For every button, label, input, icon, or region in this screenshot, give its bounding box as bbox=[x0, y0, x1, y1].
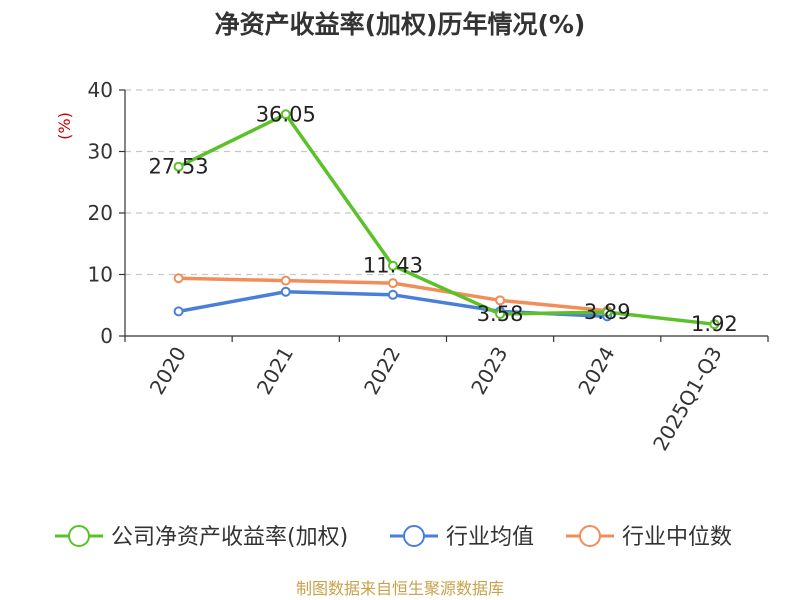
y-tick-label: 0 bbox=[100, 324, 113, 348]
y-tick-label: 40 bbox=[88, 78, 113, 102]
x-tick-labels: 2020 2021 2022 2023 2024 2025Q1-Q3 bbox=[145, 343, 727, 455]
data-label: 36.05 bbox=[256, 102, 316, 126]
data-labels-group: 27.53 36.05 11.43 3.58 3.89 1.92 bbox=[149, 102, 738, 336]
data-point bbox=[495, 295, 506, 306]
data-point bbox=[280, 286, 291, 297]
x-tick-label: 2022 bbox=[359, 343, 405, 399]
x-tick-label: 2020 bbox=[145, 343, 191, 399]
chart-title: 净资产收益率(加权)历年情况(%) bbox=[215, 10, 586, 39]
x-tick-label: 2025Q1-Q3 bbox=[648, 343, 727, 455]
data-point bbox=[387, 278, 398, 289]
legend-item: 公司净资产收益率(加权) bbox=[55, 525, 348, 550]
data-point bbox=[173, 306, 184, 317]
data-point bbox=[602, 307, 613, 318]
x-tick-label: 2024 bbox=[573, 343, 619, 399]
y-tick-labels: 0 10 20 30 40 bbox=[88, 78, 113, 348]
x-tick-label: 2021 bbox=[252, 343, 298, 399]
data-point bbox=[387, 260, 398, 271]
legend-label: 公司净资产收益率(加权) bbox=[111, 525, 348, 550]
data-label: 3.89 bbox=[584, 300, 631, 324]
series-group bbox=[173, 109, 720, 330]
data-point bbox=[387, 289, 398, 300]
y-tick-label: 10 bbox=[88, 263, 113, 287]
grid-lines bbox=[125, 89, 768, 276]
data-point bbox=[173, 273, 184, 284]
source-note: 制图数据来自恒生聚源数据库 bbox=[296, 579, 504, 598]
legend-label: 行业均值 bbox=[446, 525, 534, 550]
data-label: 27.53 bbox=[149, 155, 209, 179]
y-axis-label: (%) bbox=[55, 112, 74, 140]
data-point bbox=[280, 109, 291, 120]
legend-marker bbox=[68, 525, 90, 547]
y-tick-label: 30 bbox=[88, 140, 113, 164]
axes bbox=[119, 89, 769, 342]
data-point bbox=[709, 319, 720, 330]
data-label: 3.58 bbox=[477, 302, 524, 326]
legend-item: 行业均值 bbox=[390, 525, 534, 550]
data-label: 1.92 bbox=[691, 312, 738, 336]
data-label: 11.43 bbox=[363, 254, 423, 278]
legend-label: 行业中位数 bbox=[622, 525, 732, 550]
data-point bbox=[173, 161, 184, 172]
legend: 公司净资产收益率(加权) 行业均值 行业中位数 bbox=[55, 525, 732, 550]
x-tick-label: 2023 bbox=[466, 343, 512, 399]
data-point bbox=[280, 275, 291, 286]
legend-marker bbox=[579, 525, 601, 547]
y-tick-label: 20 bbox=[88, 201, 113, 225]
legend-item: 行业中位数 bbox=[566, 525, 732, 550]
series-line bbox=[177, 112, 715, 326]
data-point bbox=[495, 308, 506, 319]
legend-marker bbox=[403, 525, 425, 547]
series-0 bbox=[173, 109, 720, 330]
